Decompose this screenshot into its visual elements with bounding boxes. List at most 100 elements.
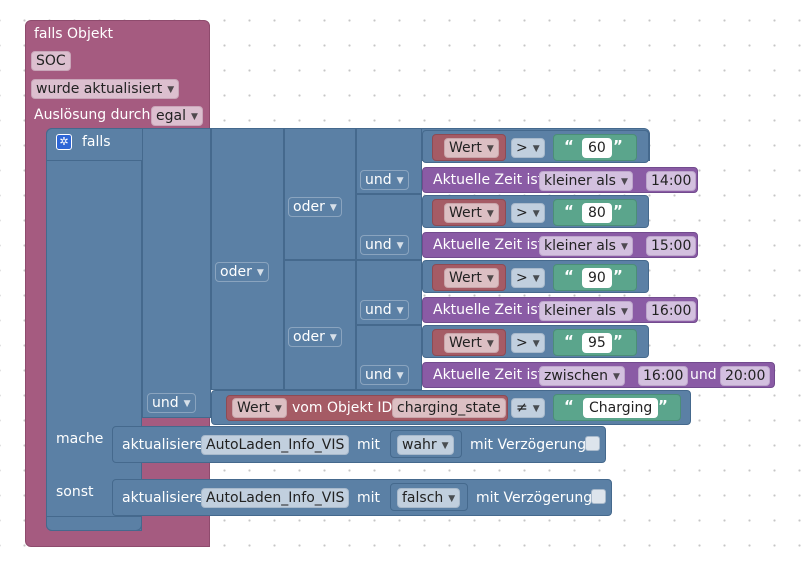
time-input[interactable]: 16:00 [646,301,697,321]
or-block[interactable] [211,128,284,390]
quote-close-icon: ” [613,202,623,220]
chevron-down-icon: ▼ [532,144,540,154]
else-object-field[interactable]: AutoLaden_Info_VIS [201,488,350,508]
object-id-field[interactable]: charging_state [392,398,506,418]
time-end-value: 20:00 [725,368,766,384]
inner-or-block-2[interactable] [284,260,356,390]
do-value-dropdown[interactable]: wahr ▼ [397,435,454,455]
quote-open-icon: “ [564,332,574,350]
outer-and-block[interactable] [142,128,211,418]
else-action-block[interactable] [112,479,612,516]
time-input[interactable]: 14:00 [646,171,697,191]
trigger-event-dropdown[interactable]: wurde aktualisiert ▼ [31,79,180,99]
do-object-value: AutoLaden_Info_VIS [206,437,345,453]
time-op-value: kleiner als [544,238,616,254]
text-value: 60 [588,140,606,156]
time-op-dropdown[interactable]: kleiner als ▼ [539,171,633,191]
do-label: mache [56,431,104,447]
chevron-down-icon: ▼ [190,112,198,122]
text-value-field[interactable]: 80 [582,203,612,223]
chevron-down-icon: ▼ [329,333,337,343]
chevron-down-icon: ▼ [167,85,175,95]
and-value: und [365,367,392,383]
else-object-value: AutoLaden_Info_VIS [206,490,345,506]
object-id-value: charging_state [397,400,501,416]
text-value: 90 [588,270,606,286]
and-dropdown-4[interactable]: und ▼ [360,365,409,385]
chevron-down-icon: ▼ [486,209,494,219]
chevron-down-icon: ▼ [448,494,456,504]
variable-value: Wert [237,400,270,416]
if-block[interactable] [46,128,142,531]
variable-dropdown[interactable]: Wert ▼ [232,398,287,418]
time-start-input[interactable]: 16:00 [638,366,689,386]
time-op-dropdown[interactable]: kleiner als ▼ [539,236,633,256]
if-block-footer [46,516,142,531]
trigger-value: egal [156,108,186,124]
chevron-down-icon: ▼ [620,242,628,252]
time-and-label: und [690,367,717,383]
time-label: Aktuelle Zeit ist [433,367,544,383]
chevron-down-icon: ▼ [441,441,449,451]
and-value: und [365,172,392,188]
inner-or-dropdown-1[interactable]: oder ▼ [288,197,342,217]
trigger-label: Auslösung durch [34,107,151,123]
inner-or-block-1[interactable] [284,128,356,260]
operator-dropdown[interactable]: > ▼ [511,203,545,223]
and-value: und [365,237,392,253]
else-delay-checkbox[interactable] [591,489,606,504]
time-op-value: kleiner als [544,173,616,189]
gear-icon[interactable]: ✲ [56,134,72,150]
and-dropdown-3[interactable]: und ▼ [360,300,409,320]
or-dropdown[interactable]: oder ▼ [215,262,269,282]
chevron-down-icon: ▼ [396,241,404,251]
time-end-input[interactable]: 20:00 [720,366,771,386]
time-value: 16:00 [651,303,692,319]
text-value: Charging [589,400,653,416]
chevron-down-icon: ▼ [532,339,540,349]
variable-dropdown[interactable]: Wert ▼ [444,333,499,353]
operator-dropdown[interactable]: > ▼ [511,138,545,158]
operator-dropdown[interactable]: > ▼ [511,333,545,353]
else-with-label: mit [357,490,381,506]
operator-dropdown[interactable]: > ▼ [511,268,545,288]
inner-or-value-1: oder [293,199,325,215]
text-value: 95 [588,335,606,351]
else-label: sonst [56,484,94,500]
time-op-value: kleiner als [544,303,616,319]
and-value: und [365,302,392,318]
do-action-block[interactable] [112,426,606,463]
time-label: Aktuelle Zeit ist [433,302,544,318]
text-value: 80 [588,205,606,221]
do-object-field[interactable]: AutoLaden_Info_VIS [201,435,350,455]
time-op-dropdown[interactable]: kleiner als ▼ [539,301,633,321]
operator-dropdown[interactable]: ≠ ▼ [511,398,545,418]
do-with-label: mit [357,437,381,453]
outer-and-value: und [152,395,179,411]
else-action-label: aktualisiere [122,490,204,506]
variable-dropdown[interactable]: Wert ▼ [444,203,499,223]
outer-and-dropdown[interactable]: und ▼ [147,393,196,413]
inner-or-dropdown-2[interactable]: oder ▼ [288,327,342,347]
time-op-dropdown[interactable]: zwischen ▼ [539,366,625,386]
do-delay-checkbox[interactable] [585,436,600,451]
and-dropdown-1[interactable]: und ▼ [360,170,409,190]
if-label: falls [82,134,111,150]
time-value: 14:00 [651,173,692,189]
else-value-dropdown[interactable]: falsch ▼ [397,488,461,508]
chevron-down-icon: ▼ [486,144,494,154]
chevron-down-icon: ▼ [329,203,337,213]
trigger-object-field[interactable]: SOC [31,51,71,71]
and-dropdown-2[interactable]: und ▼ [360,235,409,255]
text-value-field[interactable]: 95 [582,333,612,353]
text-value-field[interactable]: 90 [582,268,612,288]
time-op-value: zwischen [544,368,609,384]
variable-value: Wert [449,205,482,221]
variable-dropdown[interactable]: Wert ▼ [444,138,499,158]
text-value-field[interactable]: 60 [582,138,612,158]
variable-value: Wert [449,140,482,156]
time-input[interactable]: 15:00 [646,236,697,256]
trigger-value-dropdown[interactable]: egal ▼ [151,106,203,126]
text-value-field[interactable]: Charging [583,398,659,418]
variable-dropdown[interactable]: Wert ▼ [444,268,499,288]
